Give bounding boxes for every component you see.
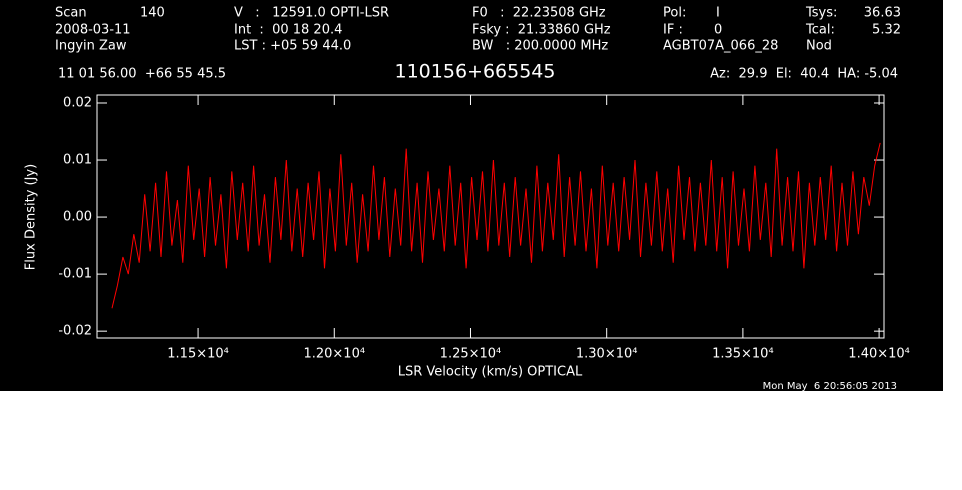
annotation: 36.63	[864, 6, 901, 21]
annotation: Az: 29.9 El: 40.4 HA: -5.04	[710, 67, 898, 82]
annotation: BW : 200.0000 MHz	[472, 39, 608, 54]
y-tick-label: -0.02	[58, 324, 92, 339]
header: Scan 140 V : 12591.0 OPTI-LSR F0 : 22.23…	[55, 6, 901, 393]
x-tick-label: 1.25×10⁴	[440, 347, 502, 362]
x-tick-label: 1.30×10⁴	[576, 347, 638, 362]
annotation: 140	[140, 6, 165, 21]
spectrum-line	[111, 142, 881, 309]
annotation: AGBT07A_066_28	[663, 39, 778, 54]
annotation: 0	[714, 23, 722, 38]
x-tick-label: 1.15×10⁴	[167, 347, 229, 362]
annotation: Tcal:	[805, 23, 835, 38]
y-tick-label: 0.02	[63, 95, 92, 110]
annotation: Mon May 6 20:56:05 2013	[763, 381, 897, 392]
annotation: Pol:	[663, 6, 686, 21]
x-tick-label: 1.35×10⁴	[712, 347, 774, 362]
y-axis-label: Flux Density (Jy)	[24, 164, 39, 270]
x-axis-label: LSR Velocity (km/s) OPTICAL	[398, 365, 583, 380]
annotation: Int : 00 18 20.4	[234, 23, 342, 38]
annotation: 2008-03-11	[55, 23, 131, 38]
x-tick-label: 1.20×10⁴	[303, 347, 365, 362]
annotation: Fsky : 21.33860 GHz	[472, 23, 611, 38]
annotation: V : 12591.0 OPTI-LSR	[234, 6, 389, 21]
x-tick-label: 1.40×10⁴	[848, 347, 910, 362]
y-tick-label: 0.01	[63, 153, 92, 168]
annotation: 5.32	[872, 23, 901, 38]
y-tick-label: -0.01	[58, 267, 92, 282]
annotation: Tsys:	[805, 6, 837, 21]
plot-frame	[96, 94, 885, 339]
y-tick-label: 0.00	[63, 210, 92, 225]
annotation: LST : +05 59 44.0	[234, 39, 351, 54]
annotation: Scan	[55, 6, 87, 21]
annotation: IF :	[663, 23, 683, 38]
annotation: Nod	[806, 39, 832, 54]
annotation: I	[716, 6, 720, 21]
background	[0, 0, 943, 391]
annotation: Ingyin Zaw	[55, 39, 127, 54]
annotation: 11 01 56.00 +66 55 45.5	[58, 67, 226, 82]
chart-title: 110156+665545	[395, 61, 556, 83]
annotation: F0 : 22.23508 GHz	[472, 6, 606, 21]
